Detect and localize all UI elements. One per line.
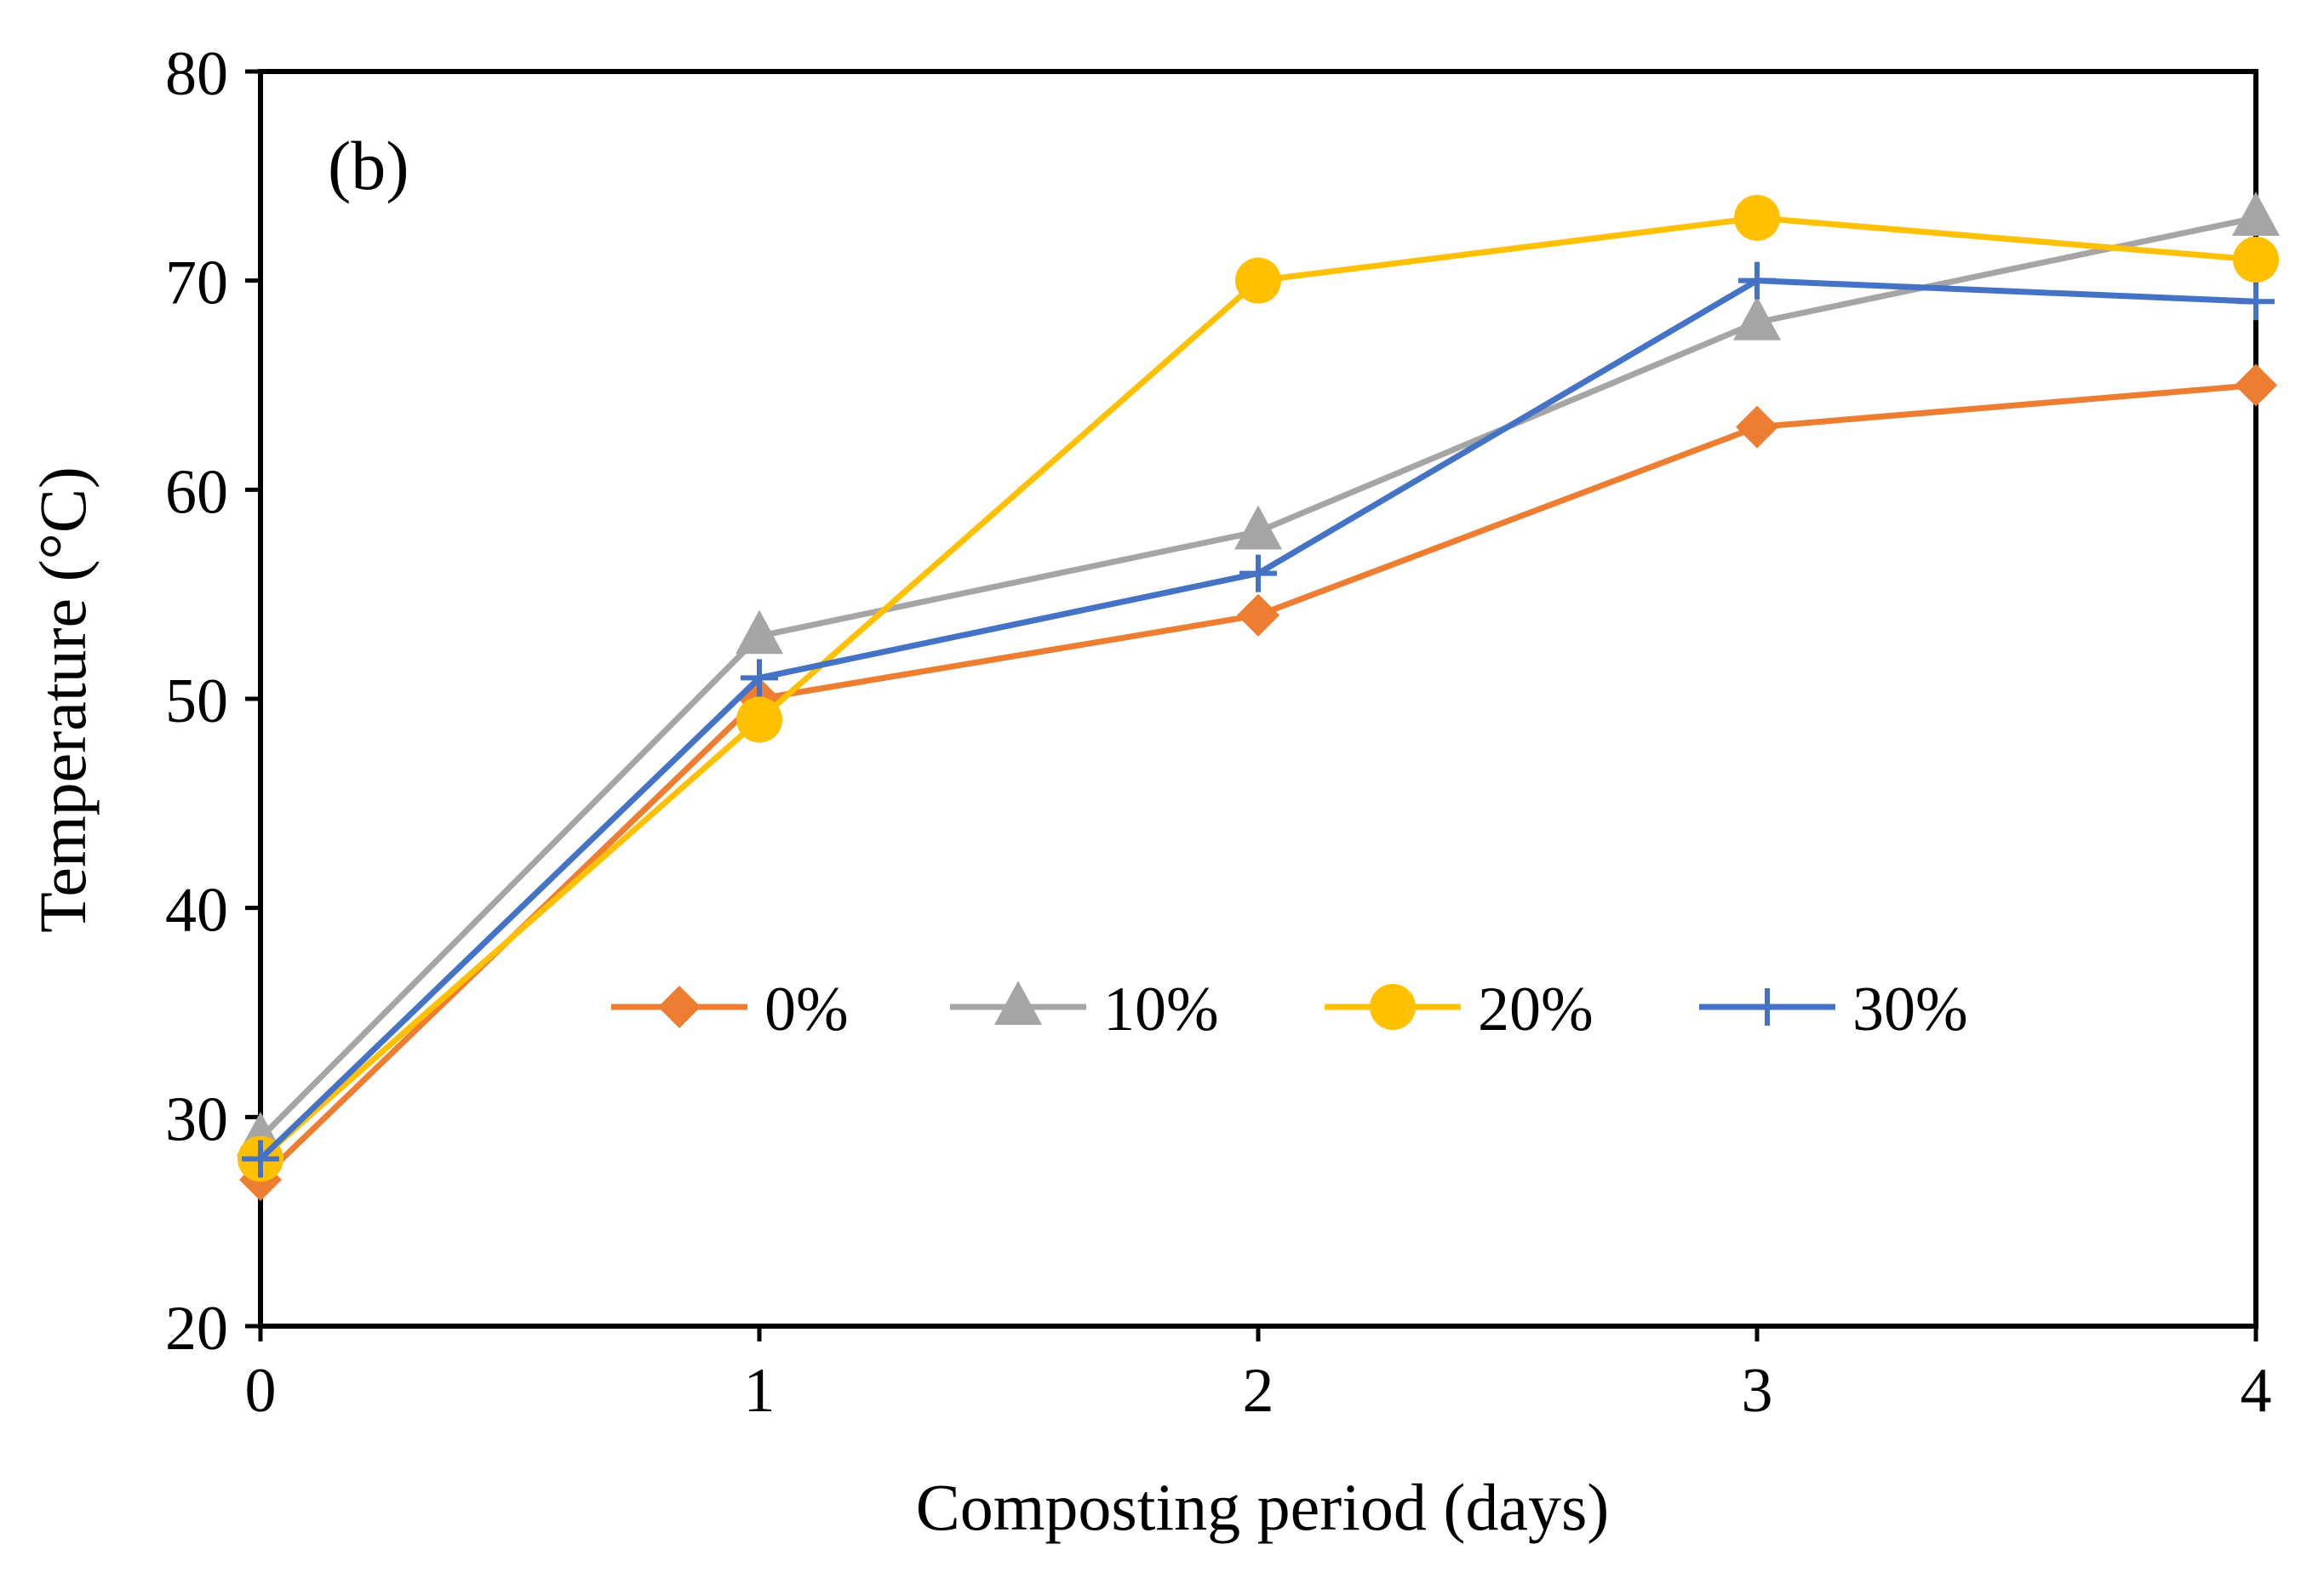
legend-label: 10% [1103,975,1219,1044]
legend-marker [1749,988,1786,1026]
data-point [1734,194,1780,241]
legend-label: 20% [1478,975,1594,1044]
data-point [242,1140,279,1178]
y-tick-label: 50 [165,666,228,736]
legend: 0% 10% 20% 30% [611,975,1968,1044]
legend-marker [1370,984,1416,1030]
data-point [1234,505,1282,550]
series-line [257,382,2259,1183]
y-tick-label: 20 [165,1294,228,1364]
data-point [741,659,778,697]
series-3 [242,261,2275,1178]
legend-label: 30% [1852,975,1968,1044]
x-tick-label: 2 [1243,1356,1274,1426]
y-tick-label: 30 [165,1084,228,1154]
x-tick-label: 1 [744,1356,776,1426]
series-layer [237,192,2280,1202]
data-point [1733,296,1781,340]
legend-entry: 30% [1699,975,1968,1044]
panel-label: (b) [328,127,409,204]
data-point [1237,593,1279,637]
data-point [2235,363,2277,407]
data-point [736,696,782,743]
x-tick-label: 4 [2241,1356,2272,1426]
x-tick-label: 0 [245,1356,277,1426]
legend-entry: 20% [1325,975,1594,1044]
y-tick-label: 40 [165,876,228,946]
y-tick-label: 70 [165,249,228,318]
legend-label: 0% [764,975,849,1044]
y-tick-label: 80 [165,39,228,109]
y-tick-label: 60 [165,457,228,527]
data-point [1235,257,1281,304]
series-1 [237,192,2280,1156]
data-point [2237,283,2275,321]
data-point [1738,261,1776,300]
series-2 [238,194,2279,1182]
x-tick-label: 3 [1742,1356,1773,1426]
y-axis-title: Temperature (°C) [26,466,100,933]
data-point [1736,405,1778,449]
data-point [1239,554,1277,592]
legend-marker [658,986,701,1028]
legend-entry: 10% [950,975,1219,1044]
legend-marker [994,981,1042,1025]
text-layer: (b) Composting period (days) Temperature… [26,127,1609,1544]
series-0 [239,363,2277,1202]
data-point [2233,237,2279,283]
data-point [736,609,783,655]
legend-entry: 0% [611,975,849,1044]
data-point [2232,192,2280,236]
x-axis-title: Composting period (days) [916,1470,1610,1544]
axes-layer: 20 30 40 50 60 70 80 0 1 2 3 4 [165,39,2272,1426]
